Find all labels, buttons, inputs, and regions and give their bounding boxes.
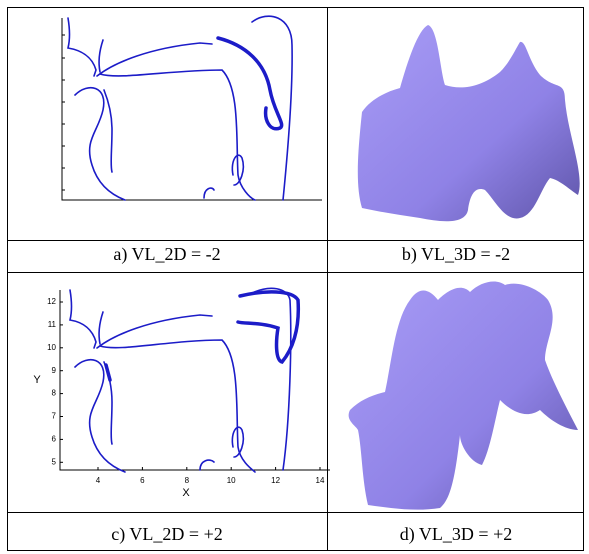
panel-a-contours bbox=[62, 16, 322, 200]
figure: X Y 4 6 8 10 12 14 5 6 7 8 9 10 11 12 a) VL_2D = -2 b… bbox=[0, 0, 589, 554]
x-tick-label: 10 bbox=[227, 476, 236, 485]
caption-a: a) VL_2D = -2 bbox=[113, 244, 220, 265]
x-tick-label: 8 bbox=[185, 476, 190, 485]
y-tick-label: 9 bbox=[52, 366, 57, 375]
y-tick-label: 10 bbox=[47, 343, 56, 352]
x-tick-label: 4 bbox=[96, 476, 101, 485]
y-tick-label: 11 bbox=[48, 320, 57, 329]
x-tick-label: 14 bbox=[316, 476, 325, 485]
y-tick-label: 12 bbox=[47, 297, 56, 306]
y-tick-label: 5 bbox=[52, 457, 57, 466]
y-tick-label: 6 bbox=[52, 435, 57, 444]
y-tick-label: 8 bbox=[52, 389, 57, 398]
x-axis-label: X bbox=[182, 487, 190, 499]
page: X Y 4 6 8 10 12 14 5 6 7 8 9 10 11 12 a) VL_2D = -2 b… bbox=[0, 0, 589, 554]
caption-b: b) VL_3D = -2 bbox=[402, 244, 510, 265]
y-axis-label: Y bbox=[33, 374, 41, 386]
x-tick-label: 12 bbox=[271, 476, 280, 485]
x-tick-label: 6 bbox=[140, 476, 145, 485]
y-tick-label: 7 bbox=[52, 412, 57, 421]
caption-c: c) VL_2D = +2 bbox=[111, 524, 222, 545]
plot-ticks: X Y 4 6 8 10 12 14 5 6 7 8 9 10 11 12 bbox=[33, 297, 325, 499]
shape-d bbox=[349, 281, 578, 509]
panel-c-contours bbox=[60, 288, 330, 472]
caption-d: d) VL_3D = +2 bbox=[400, 524, 512, 545]
shape-b bbox=[358, 25, 580, 221]
